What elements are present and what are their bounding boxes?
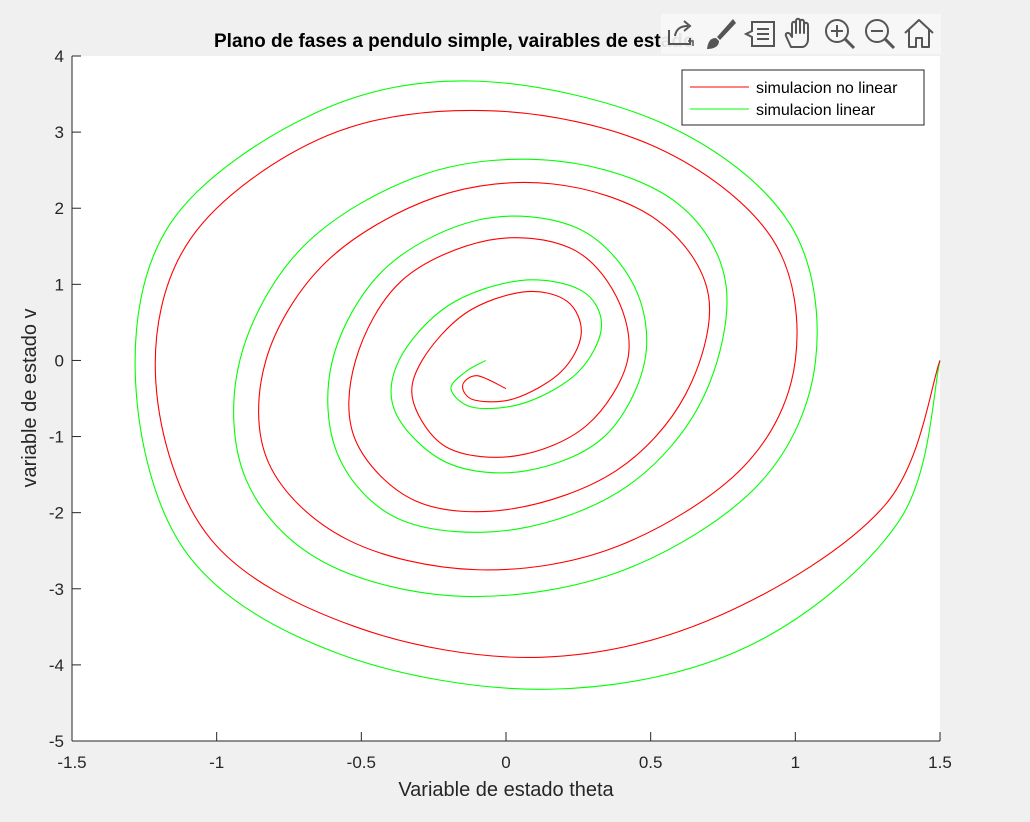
chart-title: Plano de fases a pendulo simple, vairabl… xyxy=(214,31,694,52)
y-ticks: -5 -4 -3 -2 -1 0 1 2 3 4 xyxy=(49,47,81,751)
legend-label-linear: simulacion linear xyxy=(756,102,876,119)
x-tick-label: -1 xyxy=(209,753,224,772)
data-tips-icon[interactable] xyxy=(742,16,776,50)
pan-hand-icon[interactable] xyxy=(782,16,816,50)
y-tick-label: -5 xyxy=(49,732,64,751)
y-tick-label: -3 xyxy=(49,580,64,599)
brush-icon[interactable] xyxy=(702,16,736,50)
y-tick-label: 3 xyxy=(55,123,64,142)
x-ticks: -1.5 -1 -0.5 0 0.5 1 1.5 xyxy=(57,732,952,772)
x-tick-label: 1 xyxy=(791,753,800,772)
x-tick-label: -1.5 xyxy=(57,753,86,772)
export-icon[interactable] xyxy=(664,16,698,50)
zoom-out-icon[interactable] xyxy=(862,16,896,50)
x-tick-label: 0.5 xyxy=(639,753,663,772)
x-axis-label: Variable de estado theta xyxy=(398,779,614,801)
series-line-nonlinear xyxy=(154,109,941,659)
plot-lines xyxy=(134,80,941,690)
x-tick-label: -0.5 xyxy=(347,753,376,772)
x-tick-label: 0 xyxy=(501,753,510,772)
series-line-linear xyxy=(134,80,941,690)
home-icon[interactable] xyxy=(902,16,936,50)
legend-label-nonlinear: simulacion no linear xyxy=(756,80,898,97)
y-tick-label: 2 xyxy=(55,199,64,218)
y-tick-label: -1 xyxy=(49,428,64,447)
y-tick-label: -4 xyxy=(49,656,64,675)
y-tick-label: 1 xyxy=(55,275,64,294)
y-axis-label: variable de estado v xyxy=(19,308,41,487)
axes-toolbar xyxy=(661,14,941,54)
zoom-in-icon[interactable] xyxy=(822,16,856,50)
y-tick-label: 0 xyxy=(55,351,64,370)
x-tick-label: 1.5 xyxy=(928,753,952,772)
legend[interactable]: simulacion no linear simulacion linear xyxy=(681,69,925,126)
y-tick-label: -2 xyxy=(49,504,64,523)
y-tick-label: 4 xyxy=(55,47,64,66)
axes-area[interactable] xyxy=(72,56,940,741)
